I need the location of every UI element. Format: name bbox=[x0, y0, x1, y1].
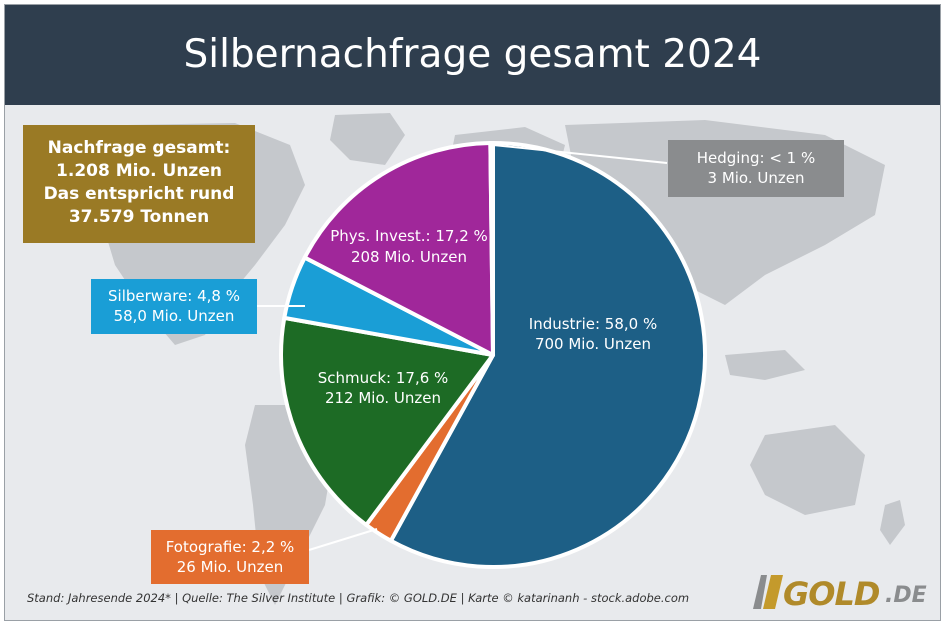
page-title: Silbernachfrage gesamt 2024 bbox=[183, 32, 762, 77]
infographic-frame: Silbernachfrage gesamt 2024 bbox=[4, 4, 941, 621]
pie-slice-phys-invest bbox=[302, 141, 495, 357]
leader-line-fotografie bbox=[308, 528, 378, 551]
pie-label-schmuck-line1: Schmuck: 17,6 % bbox=[318, 369, 449, 387]
pie-slice-schmuck bbox=[279, 315, 495, 527]
silberware-label-line2: 58,0 Mio. Unzen bbox=[113, 307, 235, 325]
silberware-label-box: Silberware: 4,8 % 58,0 Mio. Unzen bbox=[91, 279, 257, 334]
total-demand-box: Nachfrage gesamt: 1.208 Mio. Unzen Das e… bbox=[23, 125, 255, 243]
logo-wordmark: GOLD bbox=[783, 575, 880, 613]
summary-line: Nachfrage gesamt: bbox=[47, 138, 231, 158]
pie-label-industrie-line1: Industrie: 58,0 % bbox=[529, 315, 657, 333]
hedging-label-line2: 3 Mio. Unzen bbox=[707, 169, 805, 187]
pie-label-invest-line2: 208 Mio. Unzen bbox=[351, 248, 467, 266]
pie-slice-industrie bbox=[388, 141, 707, 569]
summary-line: Das entspricht rund bbox=[43, 184, 235, 204]
leader-line-hedging bbox=[492, 144, 668, 164]
summary-line: 1.208 Mio. Unzen bbox=[56, 161, 222, 181]
silberware-label-line1: Silberware: 4,8 % bbox=[108, 287, 240, 305]
summary-line: 37.579 Tonnen bbox=[68, 207, 210, 227]
logo-domain: .DE bbox=[885, 583, 927, 608]
fotografie-label-line1: Fotografie: 2,2 % bbox=[165, 538, 295, 556]
source-footer: Stand: Jahresende 2024* | Quelle: The Si… bbox=[27, 591, 690, 605]
gold-bars-icon bbox=[753, 575, 783, 609]
header-bar: Silbernachfrage gesamt 2024 bbox=[5, 5, 940, 105]
pie-label-schmuck-line2: 212 Mio. Unzen bbox=[325, 389, 441, 407]
pie-chart: Industrie: 58,0 % 700 Mio. Unzen Schmuck… bbox=[257, 141, 707, 569]
pie-label-industrie-line2: 700 Mio. Unzen bbox=[535, 335, 651, 353]
fotografie-label-line2: 26 Mio. Unzen bbox=[176, 558, 284, 576]
fotografie-label-box: Fotografie: 2,2 % 26 Mio. Unzen bbox=[151, 530, 309, 584]
pie-slice-hedging bbox=[488, 141, 495, 357]
gold-de-logo[interactable]: GOLD .DE bbox=[745, 565, 935, 615]
pie-label-invest-line1: Phys. Invest.: 17,2 % bbox=[330, 227, 488, 245]
hedging-label-box: Hedging: < 1 % 3 Mio. Unzen bbox=[668, 140, 844, 197]
hedging-label-line1: Hedging: < 1 % bbox=[696, 149, 816, 167]
